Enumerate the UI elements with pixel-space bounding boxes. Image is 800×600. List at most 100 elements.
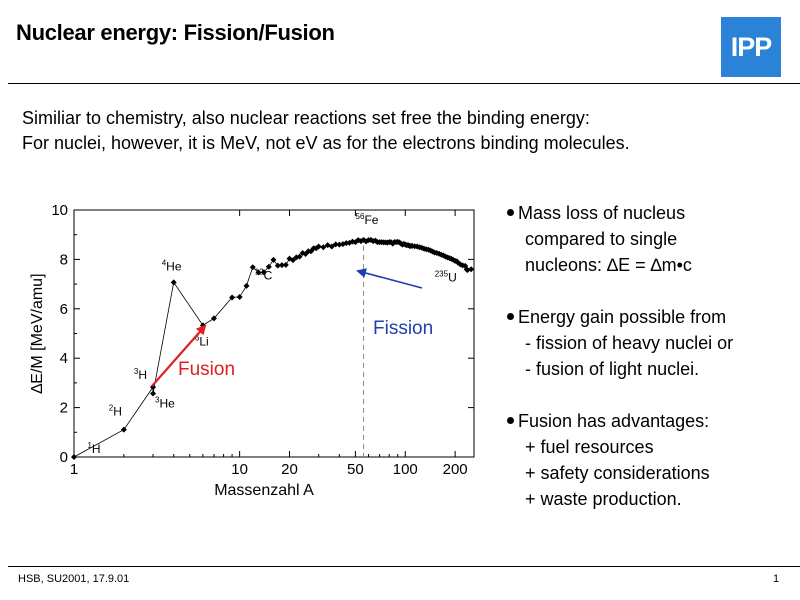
y-axis-label: ∆E/M [MeV/amu] [29, 273, 46, 393]
data-point [249, 264, 256, 271]
nuclide-label: 1H [87, 441, 100, 456]
data-point [282, 261, 289, 268]
data-point [332, 241, 339, 248]
footer-rule [8, 566, 800, 567]
data-point [293, 254, 300, 261]
binding-energy-chart: 0 2 4 6 8 10 1 10 20 50 100 200 Massenzahl A ∆E/M [Me… [29, 202, 475, 499]
data-point [296, 253, 303, 260]
bullet-text: - fusion of light nuclei. [525, 359, 700, 379]
element-symbol: H [138, 368, 147, 382]
x-tick-label: 1 [70, 461, 78, 478]
binding-energy-curve [73, 239, 472, 458]
data-point [210, 315, 217, 322]
bullet-text: - fission of heavy nuclei or [525, 333, 734, 353]
bullet-list: Mass loss of nucleus compared to single … [507, 200, 733, 538]
y-tick-label: 10 [51, 202, 68, 219]
data-point [274, 262, 281, 269]
element-symbol: H [113, 405, 122, 419]
mass-number: 2 [109, 404, 114, 413]
element-symbol: He [159, 397, 175, 411]
data-curve [73, 239, 472, 458]
title-rule [8, 83, 800, 84]
mass-number: 4 [162, 258, 167, 267]
x-tick-label: 100 [393, 461, 418, 478]
bullet-text: Mass loss of nucleus [518, 203, 686, 223]
element-symbol: Li [199, 334, 208, 348]
bullet-text: Energy gain possible from [518, 307, 727, 327]
data-points [71, 236, 475, 460]
nuclide-label: 2H [109, 404, 122, 419]
mass-number: 235 [435, 270, 449, 279]
x-axis-label: Massenzahl A [214, 482, 314, 499]
data-point [170, 279, 177, 286]
mass-number: 1 [87, 441, 92, 450]
mass-number: 3 [155, 396, 160, 405]
slide-title: Nuclear energy: Fission/Fusion [16, 20, 335, 45]
data-point [260, 269, 267, 276]
nuclide-label: 3He [155, 396, 175, 411]
bullet-energy-gain: Energy gain possible from - fission of h… [507, 304, 733, 382]
data-point [265, 263, 272, 270]
data-point [278, 262, 285, 269]
intro-line-1: Similiar to chemistry, also nuclear reac… [22, 108, 590, 128]
y-tick-label: 8 [60, 251, 68, 268]
data-point [71, 454, 77, 460]
nuclide-label: 56Fe [356, 212, 379, 227]
y-tick-label: 0 [60, 449, 68, 466]
fusion-arrow [151, 324, 207, 387]
bullet-text: nucleons: ∆E = ∆m•c [525, 255, 692, 275]
data-point [255, 269, 262, 276]
ipp-logo: IPP [721, 17, 781, 77]
bullet-text: + safety considerations [525, 463, 710, 483]
nuclide-label: 235U [435, 270, 457, 285]
bullet-dot [507, 208, 514, 216]
data-point [328, 243, 335, 250]
data-point [243, 282, 250, 289]
x-tick-label: 10 [231, 461, 248, 478]
bullet-text: Fusion has advantages: [518, 411, 710, 431]
data-point [315, 243, 322, 250]
data-point [150, 390, 157, 397]
bullet-text: + waste production. [525, 489, 682, 509]
footer-info: HSB, SU2001, 17.9.01 [18, 573, 130, 585]
element-symbol: U [448, 271, 457, 285]
data-point [468, 266, 475, 273]
data-point [320, 244, 327, 251]
mass-number: 56 [356, 212, 365, 221]
x-tick-label: 50 [347, 461, 364, 478]
element-symbol: He [166, 259, 182, 273]
fission-label: Fission [373, 318, 433, 339]
data-point [236, 293, 243, 300]
bullet-dot [507, 312, 514, 320]
fusion-label: Fusion [178, 359, 235, 380]
chart-axes: 0 2 4 6 8 10 1 10 20 50 100 200 Massenzahl A ∆E/M [Me… [29, 202, 475, 499]
y-tick-label: 6 [60, 301, 68, 318]
mass-number: 3 [134, 367, 139, 376]
intro-line-2: For nuclei, however, it is MeV, not eV a… [22, 133, 630, 153]
element-symbol: C [264, 268, 273, 282]
page-number: 1 [773, 573, 780, 585]
data-point [290, 257, 297, 264]
mass-number: 6 [195, 333, 200, 342]
bullet-text: compared to single [525, 229, 678, 249]
fission-arrow [356, 268, 423, 289]
data-point [120, 426, 127, 433]
nuclide-label: 12C [255, 267, 273, 282]
bullet-mass-loss: Mass loss of nucleus compared to single … [507, 200, 733, 278]
x-tick-label: 200 [443, 461, 468, 478]
bullet-dot [507, 416, 514, 424]
bullet-text: + fuel resources [525, 437, 654, 457]
data-point [270, 256, 277, 263]
mass-number: 12 [255, 267, 264, 276]
x-tick-label: 20 [281, 461, 298, 478]
data-point [229, 294, 236, 301]
y-tick-label: 2 [60, 400, 68, 417]
bullet-fusion-advantages: Fusion has advantages: + fuel resources … [507, 408, 733, 512]
y-tick-label: 4 [60, 350, 68, 367]
element-symbol: H [92, 442, 101, 456]
nuclide-label: 6Li [195, 333, 209, 348]
intro-text: Similiar to chemistry, also nuclear reac… [22, 106, 630, 156]
process-arrows: Fusion Fission [151, 268, 433, 387]
nuclide-label: 3H [134, 367, 147, 382]
